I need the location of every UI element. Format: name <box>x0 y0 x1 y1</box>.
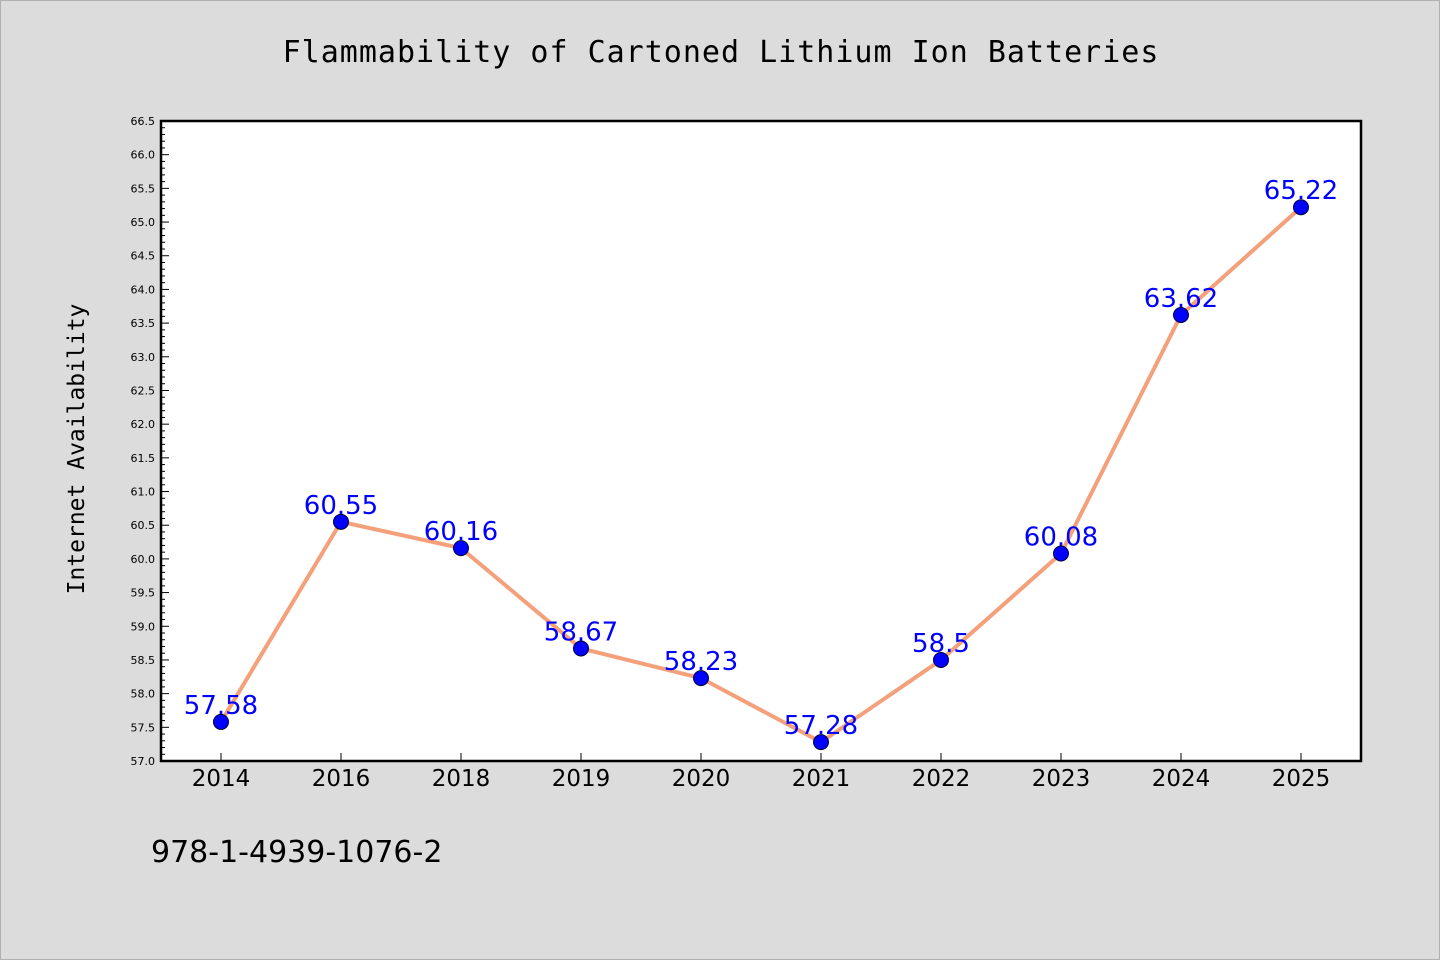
y-tick-label: 57.0 <box>131 755 156 768</box>
x-tick-label: 2022 <box>912 766 971 792</box>
series-layer: 57.58 60.55 60.16 58.67 58.23 57.28 58.5 60.08 6… <box>184 176 1338 751</box>
footnote-isbn: 978-1-4939-1076-2 <box>151 835 443 870</box>
data-point-marker <box>1293 199 1309 216</box>
data-point-marker <box>813 734 829 751</box>
data-point-marker <box>933 651 949 668</box>
data-label: 57.58 <box>184 691 258 721</box>
data-point-marker <box>213 713 229 730</box>
y-tick-label: 58.0 <box>131 688 156 701</box>
x-tick-label: 2019 <box>552 766 611 792</box>
y-tick-label: 57.5 <box>131 721 156 734</box>
x-tick-label: 2016 <box>312 766 371 792</box>
series-line <box>219 205 1303 745</box>
y-tick-label: 61.5 <box>131 452 156 465</box>
x-tick-label: 2025 <box>1272 766 1331 792</box>
y-tick-label: 59.0 <box>131 620 156 633</box>
data-label: 60.08 <box>1024 523 1098 553</box>
y-tick-label: 65.0 <box>131 216 156 229</box>
x-tick-label: 2014 <box>192 766 251 792</box>
y-tick-label: 63.0 <box>131 351 156 364</box>
y-tick-label: 59.5 <box>131 587 156 600</box>
data-point-marker <box>1053 545 1069 562</box>
x-tick-label: 2024 <box>1152 766 1211 792</box>
y-tick-label: 62.5 <box>131 384 156 397</box>
x-tick-label: 2021 <box>792 766 851 792</box>
data-label: 65.22 <box>1264 176 1338 206</box>
y-tick-label: 66.5 <box>131 115 156 128</box>
y-tick-label: 58.5 <box>131 654 156 667</box>
data-point-marker <box>573 640 589 657</box>
y-tick-label: 64.0 <box>131 283 156 296</box>
data-label: 58.23 <box>664 647 738 677</box>
y-tick-label: 61.0 <box>131 486 156 499</box>
y-tick-label: 64.5 <box>131 250 156 263</box>
x-tick-label: 2018 <box>432 766 491 792</box>
y-tick-label: 65.5 <box>131 182 156 195</box>
y-tick-label: 60.5 <box>131 519 156 532</box>
data-label: 57.28 <box>784 711 858 741</box>
data-point-marker <box>1173 307 1189 324</box>
data-point-marker <box>453 540 469 557</box>
plot-area <box>159 119 1363 763</box>
data-label: 58.67 <box>544 617 618 647</box>
y-tick-label: 63.5 <box>131 317 156 330</box>
y-tick-label: 62.0 <box>131 418 156 431</box>
x-tick-label: 2023 <box>1032 766 1091 792</box>
y-tick-label: 66.0 <box>131 149 156 162</box>
chart-title: Flammability of Cartoned Lithium Ion Bat… <box>282 35 1160 70</box>
data-label: 63.62 <box>1144 284 1218 314</box>
y-tick-label: 60.0 <box>131 553 156 566</box>
data-point-marker <box>333 513 349 530</box>
data-label: 58.5 <box>912 629 970 659</box>
y-axis: 57.0 57.5 58.0 58.5 59.0 59.5 60.0 60.5 61.0 61.5… <box>131 115 169 768</box>
x-axis: 2014 2016 2018 2019 2020 2021 2022 2023 2024 2025 <box>192 753 1331 792</box>
data-label: 60.55 <box>304 491 378 521</box>
data-label: 60.16 <box>424 517 498 547</box>
data-point-marker <box>693 670 709 687</box>
x-tick-label: 2020 <box>672 766 731 792</box>
